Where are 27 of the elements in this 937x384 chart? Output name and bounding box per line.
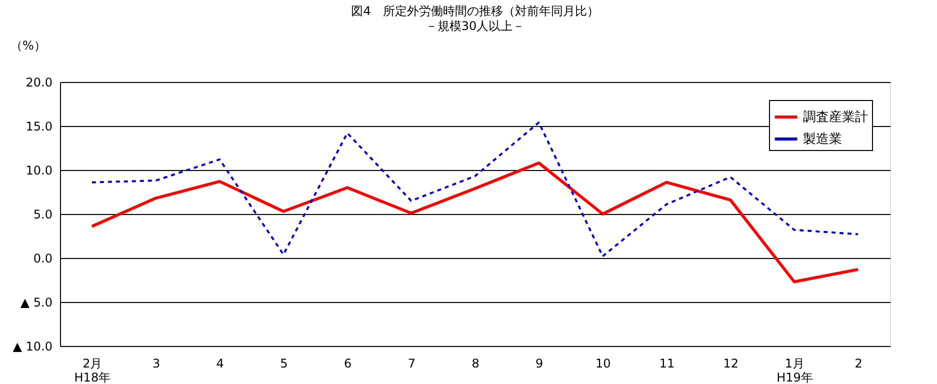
- x-tick-label: 6: [344, 356, 352, 370]
- line-series: [90, 121, 860, 258]
- y-tick-label: ▲ 5.0: [20, 296, 52, 310]
- x-tick-label: 3: [152, 356, 160, 370]
- x-tick-label: 7: [408, 356, 416, 370]
- chart-title: 図4 所定外労働時間の推移（対前年同月比）: [351, 4, 599, 18]
- x-tick-label: 2月 H18年: [74, 356, 111, 384]
- y-tick-label: 15.0: [26, 120, 52, 134]
- x-tick-label: 8: [472, 356, 480, 370]
- x-tick-label: 1月 H19年: [776, 356, 813, 384]
- y-tick-label: 0.0: [33, 252, 52, 266]
- chart-subtitle: －規模30人以上－: [425, 19, 525, 33]
- x-tick-label: 12: [723, 356, 739, 370]
- y-tick-label: ▲ 10.0: [12, 340, 52, 354]
- y-axis-title: （%）: [10, 38, 46, 52]
- x-tick-label: 11: [659, 356, 675, 370]
- legend-label: 調査産業計: [803, 109, 868, 125]
- y-tick-label: 20.0: [26, 76, 52, 90]
- line-series: [90, 161, 860, 284]
- x-tick-label: 5: [280, 356, 288, 370]
- legend-label: 製造業: [803, 132, 842, 147]
- x-tick-label: 9: [536, 356, 544, 370]
- x-tick-label: 2: [854, 356, 862, 370]
- x-tick-label: 10: [596, 356, 611, 370]
- y-tick-label: 10.0: [26, 164, 52, 178]
- x-tick-label: 4: [216, 356, 224, 370]
- y-tick-label: 5.0: [33, 208, 52, 222]
